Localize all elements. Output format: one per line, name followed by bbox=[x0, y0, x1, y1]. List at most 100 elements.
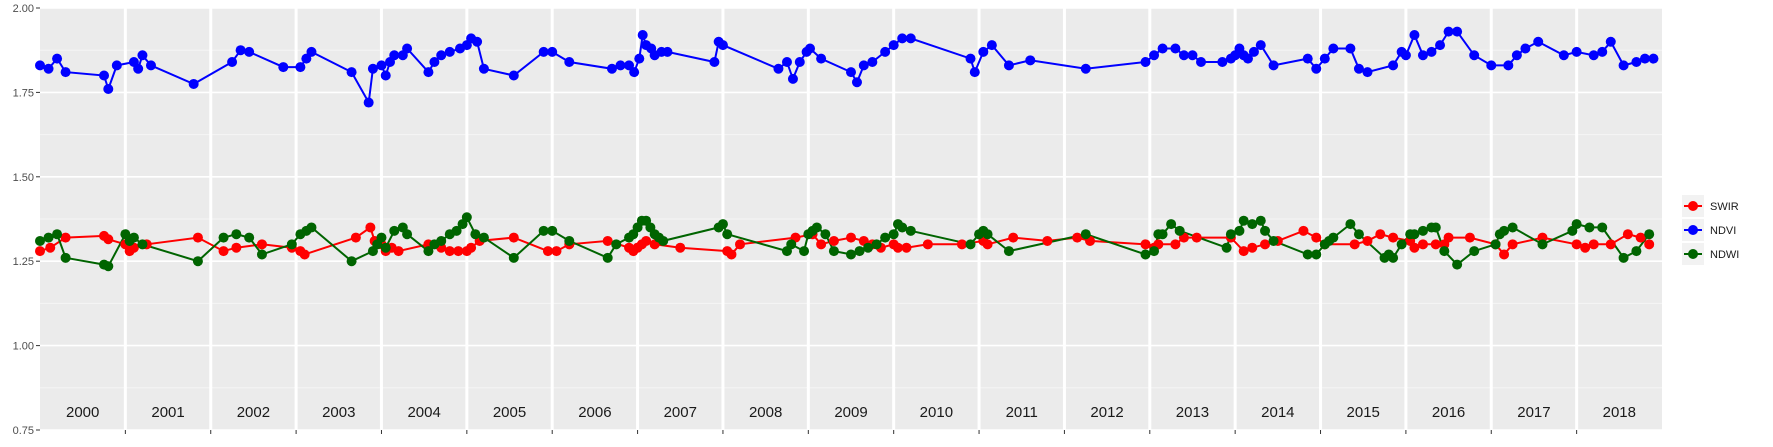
data-point-ndvi bbox=[1353, 63, 1364, 74]
data-point-ndwi bbox=[1268, 235, 1279, 246]
data-point-ndwi bbox=[965, 239, 976, 250]
year-label: 2017 bbox=[1517, 404, 1550, 421]
data-point-ndvi bbox=[794, 57, 805, 68]
data-point-ndvi bbox=[1157, 43, 1168, 54]
data-point-ndwi bbox=[218, 232, 229, 243]
data-point-swir bbox=[551, 246, 562, 257]
data-point-ndwi bbox=[43, 232, 54, 243]
data-point-ndvi bbox=[880, 46, 891, 57]
data-point-ndvi bbox=[662, 46, 673, 57]
data-point-ndwi bbox=[1247, 219, 1258, 230]
data-point-ndwi bbox=[137, 239, 148, 250]
data-point-ndvi bbox=[133, 63, 144, 74]
data-point-ndvi bbox=[1503, 60, 1514, 71]
data-point-swir bbox=[299, 249, 310, 260]
data-point-ndvi bbox=[1268, 60, 1279, 71]
data-point-ndwi bbox=[306, 222, 317, 233]
data-point-ndvi bbox=[637, 30, 648, 41]
data-point-ndwi bbox=[828, 246, 839, 257]
data-point-ndvi bbox=[888, 40, 899, 51]
data-point-ndwi bbox=[1644, 229, 1655, 240]
year-label: 2009 bbox=[834, 404, 867, 421]
data-point-ndwi bbox=[128, 232, 139, 243]
data-point-ndwi bbox=[1618, 252, 1629, 263]
data-point-ndvi bbox=[1328, 43, 1339, 54]
data-point-ndwi bbox=[863, 242, 874, 253]
data-point-ndvi bbox=[1605, 36, 1616, 47]
data-point-swir bbox=[1311, 232, 1322, 243]
data-point-ndvi bbox=[1597, 46, 1608, 57]
data-point-ndvi bbox=[1588, 50, 1599, 61]
data-point-ndvi bbox=[1486, 60, 1497, 71]
data-point-ndvi bbox=[1217, 57, 1228, 68]
data-point-swir bbox=[1644, 239, 1655, 250]
data-point-swir bbox=[982, 239, 993, 250]
data-point-ndwi bbox=[1080, 229, 1091, 240]
data-point-ndwi bbox=[1388, 252, 1399, 263]
data-point-ndvi bbox=[1080, 63, 1091, 74]
data-point-ndwi bbox=[1469, 246, 1480, 257]
data-point-ndvi bbox=[1345, 43, 1356, 54]
data-point-ndwi bbox=[256, 249, 267, 260]
data-point-swir bbox=[1409, 242, 1420, 253]
data-point-ndwi bbox=[244, 232, 255, 243]
data-point-ndvi bbox=[851, 77, 862, 88]
data-point-ndwi bbox=[1225, 229, 1236, 240]
data-point-ndwi bbox=[1537, 239, 1548, 250]
data-point-ndvi bbox=[1311, 63, 1322, 74]
data-point-ndwi bbox=[799, 246, 810, 257]
data-point-ndvi bbox=[145, 60, 156, 71]
data-point-swir bbox=[218, 246, 229, 257]
data-point-ndwi bbox=[286, 239, 297, 250]
data-point-ndvi bbox=[402, 43, 413, 54]
data-point-ndvi bbox=[235, 45, 246, 56]
data-point-ndvi bbox=[1618, 60, 1629, 71]
data-point-ndwi bbox=[1345, 219, 1356, 230]
data-point-ndwi bbox=[786, 239, 797, 250]
year-label: 2010 bbox=[920, 404, 953, 421]
data-point-ndwi bbox=[1174, 225, 1185, 236]
data-point-swir bbox=[641, 235, 652, 246]
data-point-ndvi bbox=[1140, 57, 1151, 68]
data-point-ndvi bbox=[1426, 46, 1437, 57]
data-point-swir bbox=[1170, 239, 1181, 250]
data-point-ndvi bbox=[1319, 53, 1330, 64]
data-point-ndvi bbox=[429, 57, 440, 68]
year-label: 2011 bbox=[1006, 404, 1038, 421]
data-point-ndwi bbox=[905, 225, 916, 236]
data-point-ndwi bbox=[1571, 219, 1582, 230]
data-point-ndvi bbox=[1362, 67, 1373, 78]
data-point-ndvi bbox=[508, 70, 519, 81]
data-point-ndwi bbox=[1353, 229, 1364, 240]
data-point-ndvi bbox=[472, 36, 483, 47]
data-point-ndvi bbox=[380, 70, 391, 81]
data-point-swir bbox=[816, 239, 827, 250]
data-point-swir bbox=[1298, 225, 1309, 236]
data-point-ndwi bbox=[658, 235, 669, 246]
data-point-ndwi bbox=[820, 229, 831, 240]
data-point-ndvi bbox=[244, 46, 255, 57]
data-point-ndwi bbox=[538, 225, 549, 236]
data-point-ndwi bbox=[717, 219, 728, 230]
year-label: 2007 bbox=[664, 404, 697, 421]
data-point-swir bbox=[828, 235, 839, 246]
data-point-ndvi bbox=[805, 43, 816, 54]
data-point-swir bbox=[735, 239, 746, 250]
data-point-ndwi bbox=[1452, 259, 1463, 270]
data-point-swir bbox=[1191, 232, 1202, 243]
data-point-ndvi bbox=[1003, 60, 1014, 71]
data-point-swir bbox=[1140, 239, 1151, 250]
data-point-swir bbox=[365, 222, 376, 233]
data-point-ndwi bbox=[1140, 249, 1151, 260]
data-point-ndvi bbox=[717, 40, 728, 51]
data-point-ndwi bbox=[103, 261, 114, 272]
data-point-ndvi bbox=[606, 63, 617, 74]
data-point-ndvi bbox=[634, 53, 645, 64]
data-point-swir bbox=[846, 232, 856, 243]
data-point-ndwi bbox=[346, 256, 357, 267]
data-point-ndwi bbox=[1302, 249, 1313, 260]
data-point-ndwi bbox=[423, 246, 434, 257]
data-point-ndvi bbox=[1025, 55, 1036, 66]
